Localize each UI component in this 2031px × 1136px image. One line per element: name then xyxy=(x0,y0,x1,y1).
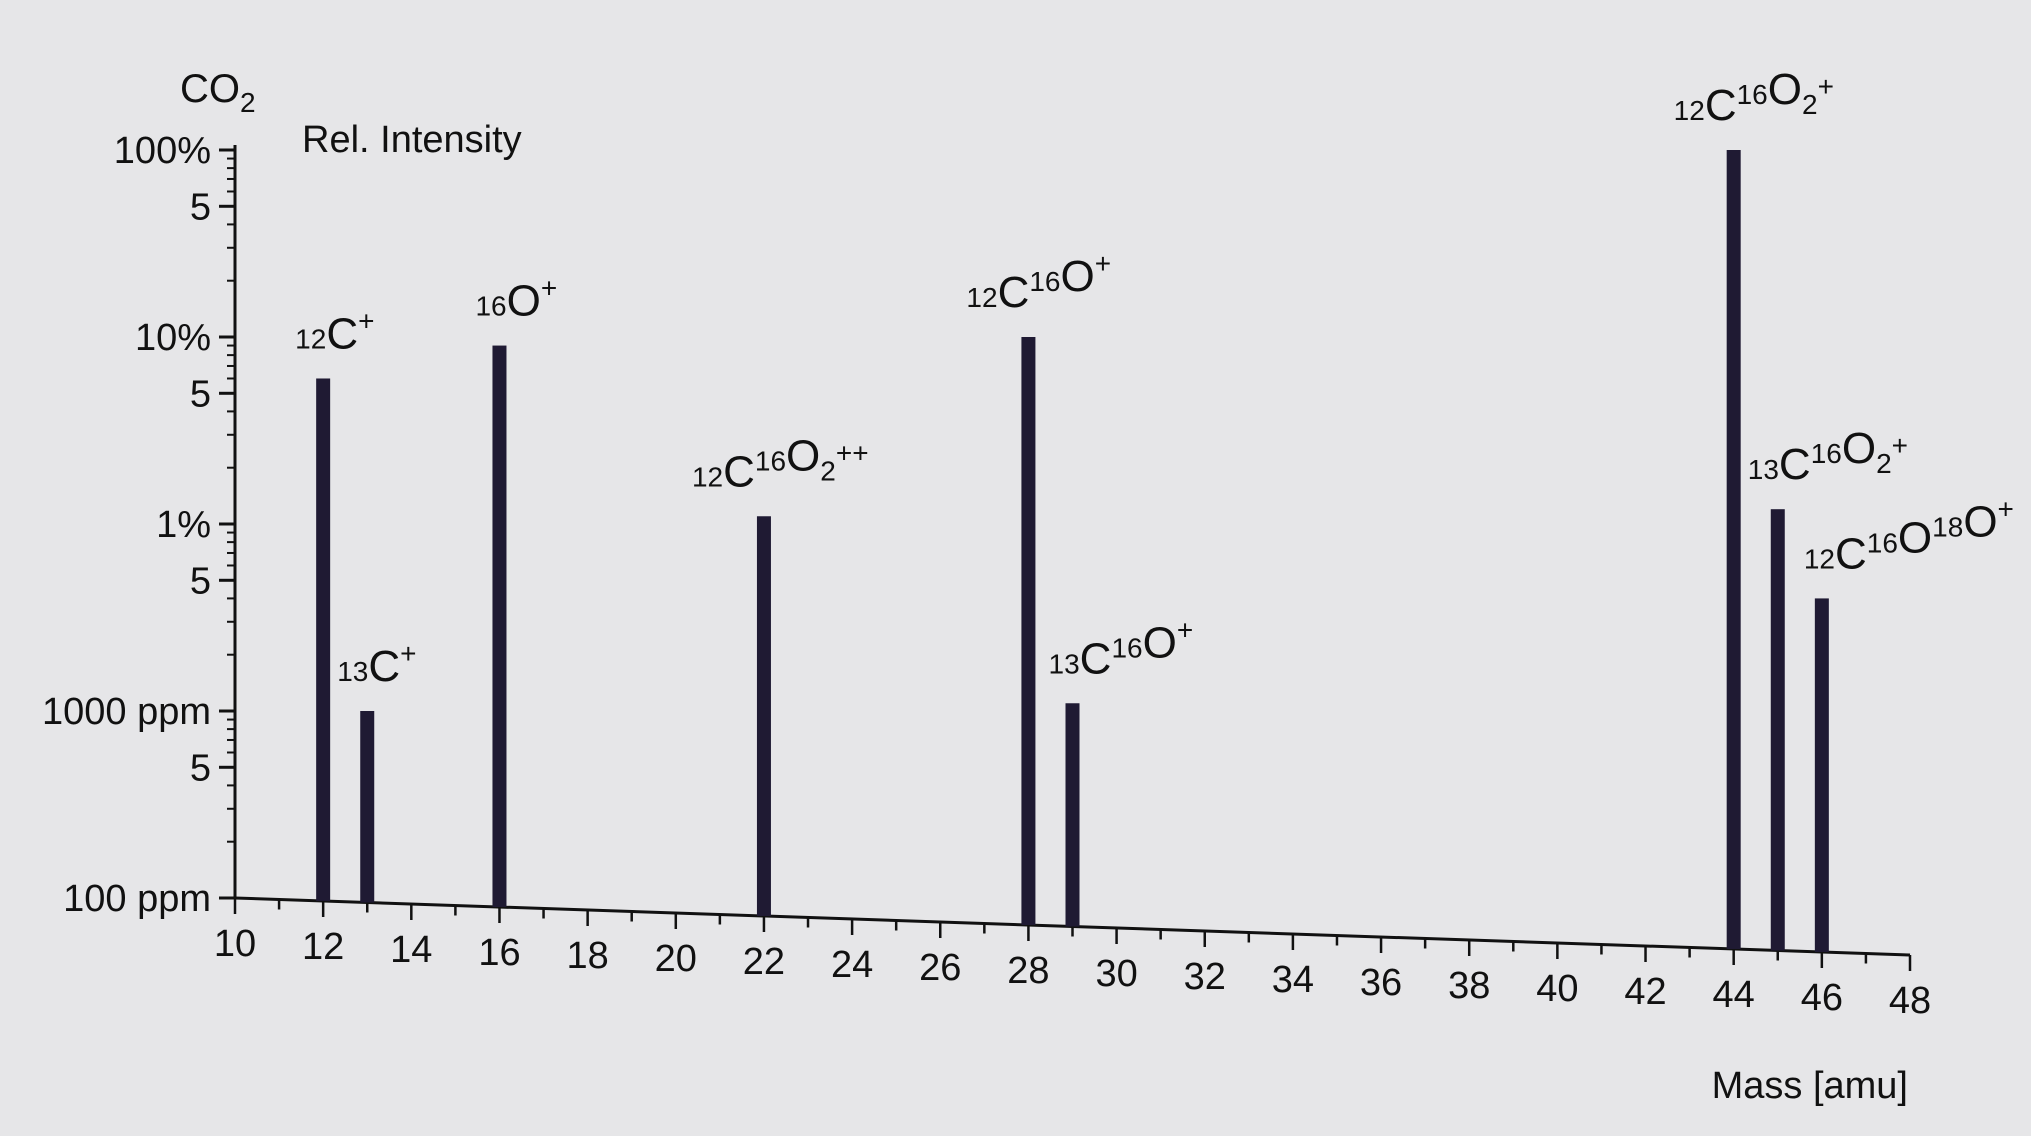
x-tick-label: 26 xyxy=(919,947,961,989)
x-tick-label: 18 xyxy=(566,935,608,977)
chart-title: CO2 xyxy=(180,67,256,118)
bars-group xyxy=(316,150,1829,952)
y-tick-label: 5 xyxy=(190,560,211,602)
peak-bar-22 xyxy=(756,516,771,916)
peak-label-44: 12C16O2+ xyxy=(1674,65,1834,130)
x-axis-label: Mass [amu] xyxy=(1712,1065,1908,1107)
peak-label-46: 12C16O18O+ xyxy=(1804,493,2014,578)
peak-bar-13 xyxy=(360,711,375,903)
x-tick-label: 34 xyxy=(1272,959,1314,1001)
peak-bar-12 xyxy=(316,378,331,901)
peak-labels-group: 12C+ 13C+ 16O+ 12C16O2++ 12C16O+ 13C16O+ 12C16… xyxy=(295,65,2014,691)
x-tick-label: 24 xyxy=(831,944,873,986)
x-tick-label: 16 xyxy=(478,932,520,974)
peak-bar-45 xyxy=(1770,509,1785,951)
x-tick-label: 12 xyxy=(302,926,344,968)
x-tick-label: 38 xyxy=(1448,965,1490,1007)
peak-bar-46 xyxy=(1814,598,1829,952)
y-tick-label: 5 xyxy=(190,186,211,228)
x-tick-label: 28 xyxy=(1007,950,1049,992)
x-tick-label: 32 xyxy=(1184,956,1226,998)
y-tick-label: 1000 ppm xyxy=(42,691,211,733)
x-tick-label: 44 xyxy=(1713,974,1755,1016)
x-tick-label: 48 xyxy=(1889,980,1931,1022)
peak-label-45: 13C16O2+ xyxy=(1748,424,1908,489)
x-tick-label: 46 xyxy=(1801,977,1843,1019)
peak-label-28: 12C16O+ xyxy=(966,248,1111,317)
y-tick-label: 1% xyxy=(156,504,211,546)
x-tick-label: 20 xyxy=(655,938,697,980)
y-axis-label: Rel. Intensity xyxy=(302,119,522,161)
peak-label-13: 13C+ xyxy=(337,638,416,691)
x-tick-label: 22 xyxy=(743,941,785,983)
x-tick-label: 30 xyxy=(1095,953,1137,995)
y-tick-label: 5 xyxy=(190,747,211,789)
peak-bar-29 xyxy=(1065,703,1080,927)
y-tick-label: 5 xyxy=(190,373,211,415)
peak-label-16: 16O+ xyxy=(475,273,557,326)
x-tick-label: 14 xyxy=(390,929,432,971)
x-tick-label: 10 xyxy=(214,923,256,965)
y-tick-label: 10% xyxy=(135,317,211,359)
peak-bar-16 xyxy=(492,345,507,907)
peak-bar-28 xyxy=(1021,337,1036,925)
peak-label-22: 12C16O2++ xyxy=(692,431,869,496)
x-tick-label: 36 xyxy=(1360,962,1402,1004)
y-tick-label: 100% xyxy=(114,130,211,172)
y-tick-label: 100 ppm xyxy=(63,878,211,920)
peak-label-29: 13C16O+ xyxy=(1049,614,1194,683)
peak-label-12: 12C+ xyxy=(295,305,374,358)
peak-bar-44 xyxy=(1726,150,1741,949)
x-tick-label: 42 xyxy=(1624,971,1666,1013)
x-tick-label: 40 xyxy=(1536,968,1578,1010)
